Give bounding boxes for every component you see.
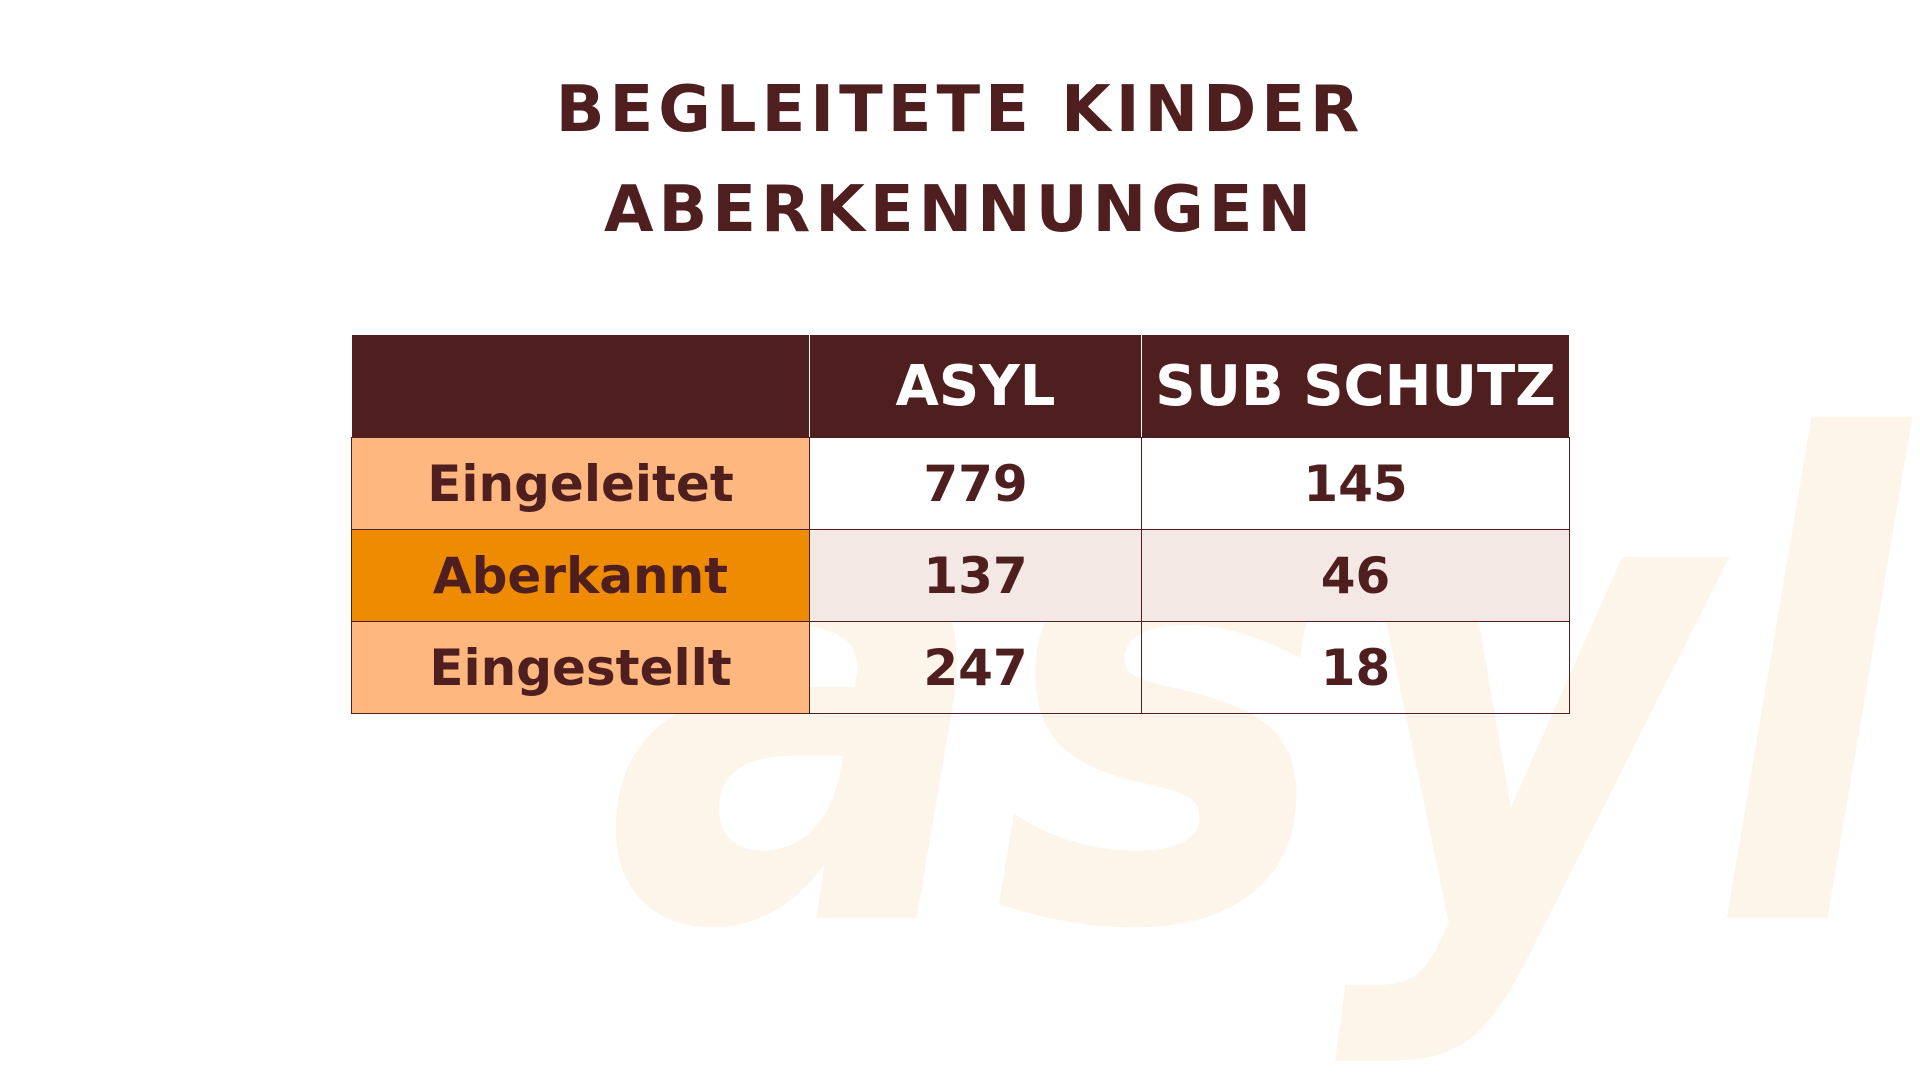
title-line: BEGLEITETE KINDER: [555, 73, 1365, 147]
data-cell: 18: [1141, 621, 1570, 714]
row-label: Aberkannt: [351, 529, 810, 622]
data-cell: 46: [1141, 529, 1570, 622]
row-label: Eingeleitet: [351, 437, 810, 530]
header-cell: SUB SCHUTZ: [1141, 334, 1570, 438]
data-cell: 137: [809, 529, 1142, 622]
data-cell: 247: [809, 621, 1142, 714]
data-cell: 779: [809, 437, 1142, 530]
header-cell: [351, 334, 810, 438]
title-line: ABERKENNUNGEN: [603, 173, 1317, 247]
header-cell: ASYL: [809, 334, 1142, 438]
data-cell: 145: [1141, 437, 1570, 530]
row-label: Eingestellt: [351, 621, 810, 714]
